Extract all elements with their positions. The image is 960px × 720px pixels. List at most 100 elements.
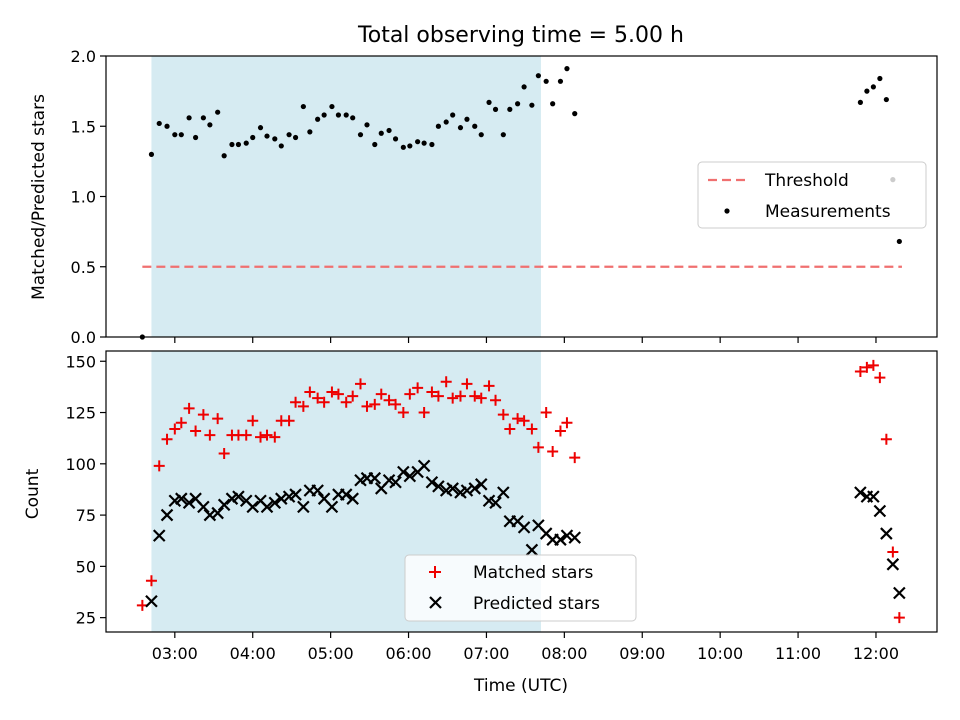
measurement-point	[864, 88, 870, 94]
predicted-star-point	[497, 486, 510, 499]
measurement-point	[272, 136, 278, 142]
predicted-star-point	[460, 484, 474, 497]
predicted-star-point	[311, 484, 324, 497]
bottom-y-tick-label: 75	[76, 506, 96, 525]
x-tick-label: 10:00	[697, 644, 743, 663]
legend-predicted-label: Predicted stars	[473, 594, 600, 614]
measurement-point	[457, 125, 464, 131]
measurement-point	[350, 115, 356, 121]
legend-measurements-swatch	[724, 208, 730, 214]
measurement-point	[515, 101, 521, 107]
matched-star-point	[190, 425, 202, 437]
predicted-star-point	[275, 492, 288, 505]
matched-star-point	[404, 388, 416, 400]
measurement-point	[250, 134, 256, 141]
predicted-star-point	[403, 469, 417, 483]
measurement-point	[870, 84, 876, 90]
measurement-point	[300, 103, 306, 110]
bottom-y-tick-label: 100	[65, 455, 96, 474]
predicted-star-point	[246, 500, 260, 514]
predicted-star-point	[389, 475, 402, 489]
predicted-star-point	[893, 586, 906, 600]
top-panel: 0.00.51.01.52.0 Matched/Predicted stars …	[29, 47, 938, 347]
predicted-star-point	[886, 558, 900, 571]
measurement-point	[329, 103, 335, 110]
matched-star-point	[183, 402, 195, 414]
predicted-star-point	[211, 506, 224, 520]
top-y-ticks: 0.0 0.5 1.0 1.5 2.0	[71, 47, 106, 347]
matched-star-point	[361, 400, 373, 412]
matched-star-point	[490, 394, 502, 406]
matched-star-point	[547, 446, 559, 458]
measurement-point	[521, 84, 527, 90]
observing-span	[151, 56, 541, 337]
bottom-panel: 25 50 75 100 125 150 03:00 04:00 05:00 06:00 07:0…	[23, 350, 938, 696]
predicted-stars-points	[145, 459, 906, 608]
matched-star-point	[426, 386, 438, 398]
measurement-point	[215, 109, 221, 115]
x-tick-label: 12:00	[853, 644, 899, 663]
matched-star-point	[340, 396, 352, 408]
predicted-star-point	[468, 482, 482, 495]
predicted-star-point	[432, 480, 445, 493]
measurement-point	[492, 106, 499, 112]
matched-star-point	[218, 448, 230, 460]
legend-matched-swatch	[429, 566, 441, 578]
bottom-legend-box	[404, 554, 637, 622]
measurement-point	[421, 140, 427, 146]
measurement-point	[357, 132, 364, 138]
top-axes-frame	[105, 55, 938, 338]
x-tick-label: 07:00	[463, 644, 509, 663]
predicted-star-point	[446, 482, 459, 495]
measurement-point	[429, 141, 435, 148]
measurement-point	[221, 153, 227, 159]
measurement-point	[486, 99, 492, 105]
top-y-tick-label: 2.0	[71, 47, 96, 66]
top-legend-box	[697, 161, 927, 229]
matched-star-point	[504, 423, 516, 435]
predicted-star-point	[560, 529, 574, 542]
measurement-point	[435, 123, 441, 129]
matched-star-point	[212, 413, 224, 425]
measurement-point	[543, 78, 549, 84]
x-tick-label: 09:00	[619, 644, 665, 663]
matched-star-point	[554, 425, 566, 437]
top-legend: Threshold Measurements	[697, 161, 927, 229]
measurement-point	[386, 127, 392, 134]
predicted-star-point	[145, 594, 158, 608]
bottom-y-tick-label: 50	[76, 557, 96, 576]
measurement-point	[321, 112, 327, 118]
measurement-point	[364, 122, 370, 128]
matched-star-point	[161, 433, 173, 445]
matched-star-point	[290, 396, 302, 408]
matched-star-point	[332, 388, 344, 400]
measurement-point	[450, 112, 456, 118]
matched-star-point	[497, 409, 509, 421]
top-y-axis-label: Matched/Predicted stars	[29, 94, 49, 300]
predicted-star-point	[217, 498, 231, 512]
predicted-star-point	[867, 490, 880, 503]
bottom-axes-frame	[105, 350, 938, 633]
predicted-star-point	[397, 465, 410, 479]
matched-star-point	[369, 398, 381, 410]
matched-star-point	[297, 400, 309, 412]
measurement-point	[243, 140, 249, 146]
x-tick-label: 04:00	[230, 644, 276, 663]
top-y-tick-label: 1.5	[71, 117, 96, 136]
matched-star-point	[261, 429, 273, 441]
measurement-point	[156, 120, 162, 127]
matched-star-point	[475, 392, 487, 404]
matched-star-point	[418, 407, 430, 419]
matched-star-point	[255, 431, 267, 443]
matched-star-point	[854, 366, 866, 378]
predicted-star-point	[489, 496, 502, 510]
measurement-point	[415, 139, 421, 145]
predicted-star-point	[268, 496, 282, 510]
matched-star-point	[518, 415, 530, 427]
matched-star-point	[390, 398, 402, 410]
matched-star-point	[512, 413, 524, 425]
measurement-point	[529, 102, 535, 108]
matched-star-point	[412, 382, 424, 394]
matched-star-point	[283, 415, 295, 427]
legend-threshold-label: Threshold	[764, 171, 849, 191]
